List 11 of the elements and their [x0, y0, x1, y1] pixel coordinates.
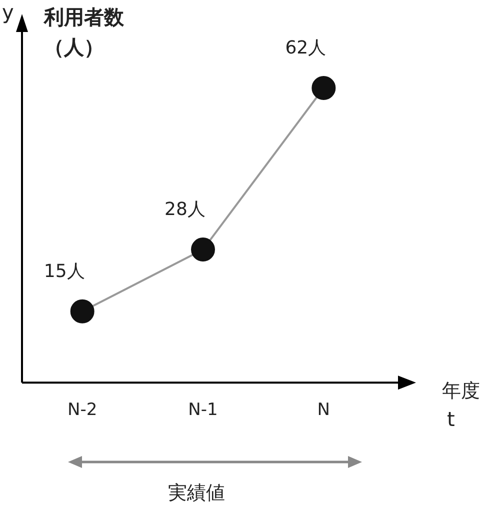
data-label: 62人 — [285, 38, 326, 59]
x-tick-label: N — [317, 400, 330, 420]
x-axis-title: 年度 — [442, 379, 480, 404]
x-tick-label: N-1 — [188, 400, 218, 420]
text: t — [447, 407, 455, 431]
text: y — [2, 0, 14, 24]
data-label: 15人 — [44, 261, 85, 282]
data-label: 28人 — [164, 199, 206, 220]
y-axis-title: 利用者数（人） — [44, 4, 125, 61]
x-tick-label: N-2 — [67, 400, 98, 420]
text: 実績値 — [168, 481, 225, 506]
